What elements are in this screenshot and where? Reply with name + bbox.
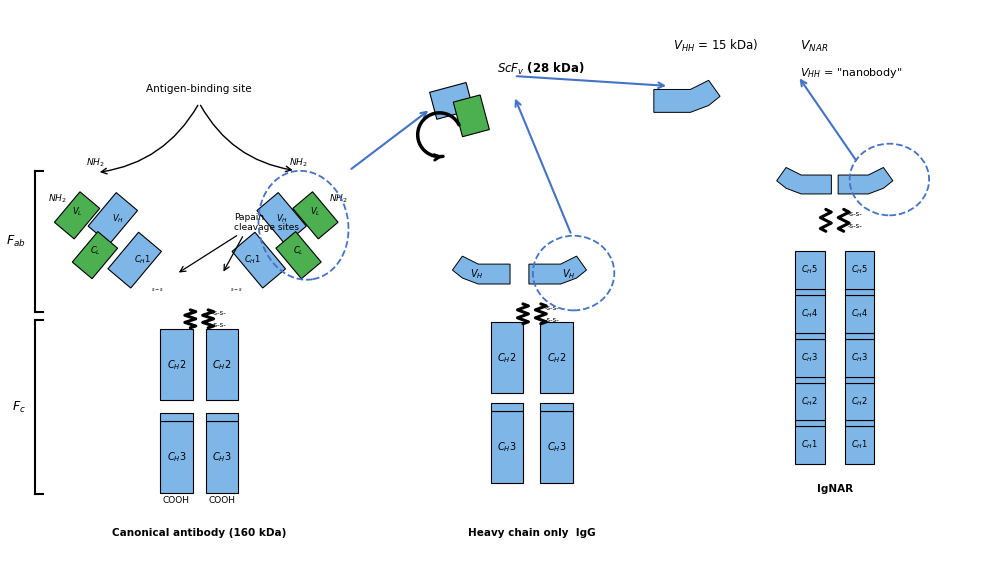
Text: $V_H$: $V_H$: [562, 267, 575, 281]
Text: $C_H$2: $C_H$2: [497, 351, 517, 365]
Bar: [293, 192, 338, 239]
Text: Canonical antibody (160 kDa): Canonical antibody (160 kDa): [112, 528, 286, 538]
Bar: [54, 192, 100, 239]
Text: $V_L$: $V_L$: [72, 205, 82, 218]
Bar: [491, 322, 523, 393]
Bar: [845, 420, 874, 426]
Text: $C_H$3: $C_H$3: [547, 440, 567, 454]
Text: $C_H$1: $C_H$1: [851, 439, 868, 451]
Text: -s-s-: -s-s-: [212, 322, 227, 328]
Text: $V_L$: $V_L$: [310, 205, 321, 218]
Text: -s-s-: -s-s-: [545, 305, 560, 311]
Text: $C_H$4: $C_H$4: [851, 308, 868, 320]
Text: $V_H$: $V_H$: [112, 212, 124, 225]
Bar: [430, 83, 473, 119]
Text: $V_{HH}$ = "nanobody": $V_{HH}$ = "nanobody": [800, 66, 903, 80]
Bar: [206, 421, 238, 493]
Text: $C_H$2: $C_H$2: [851, 395, 868, 408]
Bar: [160, 421, 193, 493]
Bar: [540, 404, 573, 412]
Bar: [491, 412, 523, 483]
Text: $C_L$: $C_L$: [293, 245, 304, 258]
Polygon shape: [777, 168, 831, 194]
Bar: [232, 232, 286, 288]
Text: $C_H$2: $C_H$2: [801, 395, 818, 408]
Text: $C_H$2: $C_H$2: [547, 351, 566, 365]
Bar: [795, 295, 825, 333]
Text: $V_H$: $V_H$: [470, 267, 484, 281]
Text: COOH: COOH: [209, 496, 236, 506]
Text: Papain
cleavage sites: Papain cleavage sites: [234, 213, 299, 232]
Text: $NH_2$: $NH_2$: [86, 156, 104, 169]
Bar: [276, 231, 321, 279]
Bar: [160, 329, 193, 401]
Text: $V_{NAR}$: $V_{NAR}$: [800, 39, 828, 54]
Bar: [845, 426, 874, 464]
Text: $C_H$1: $C_H$1: [801, 439, 818, 451]
Text: $V_H$: $V_H$: [276, 212, 288, 225]
Text: COOH: COOH: [163, 496, 190, 506]
Text: $V_{HH}$ = 15 kDa): $V_{HH}$ = 15 kDa): [673, 38, 758, 54]
Polygon shape: [654, 80, 720, 112]
Bar: [795, 382, 825, 420]
Polygon shape: [529, 256, 587, 284]
Bar: [845, 333, 874, 339]
Text: $NH_2$: $NH_2$: [48, 192, 67, 205]
Bar: [72, 231, 118, 279]
Text: $C_H$5: $C_H$5: [801, 264, 818, 276]
Bar: [206, 329, 238, 401]
Bar: [108, 232, 161, 288]
Bar: [491, 404, 523, 412]
Text: Antigen-binding site: Antigen-binding site: [146, 84, 252, 94]
Bar: [845, 377, 874, 382]
Bar: [257, 193, 306, 244]
Bar: [795, 333, 825, 339]
Text: $C_H$2: $C_H$2: [167, 358, 186, 372]
Polygon shape: [452, 256, 510, 284]
Text: -s-s-: -s-s-: [212, 310, 227, 316]
Bar: [845, 295, 874, 333]
Text: $C_H$3: $C_H$3: [801, 351, 819, 364]
Text: $C_H$3: $C_H$3: [851, 351, 868, 364]
Text: $NH_2$: $NH_2$: [289, 156, 308, 169]
Text: $ScF_v$ (28 kDa): $ScF_v$ (28 kDa): [497, 61, 585, 77]
Bar: [845, 382, 874, 420]
Text: $C_H$2: $C_H$2: [212, 358, 232, 372]
Text: -s-s-: -s-s-: [545, 317, 560, 323]
Bar: [453, 95, 489, 137]
Text: $C_H$3: $C_H$3: [497, 440, 517, 454]
Bar: [795, 339, 825, 377]
Text: $NH_2$: $NH_2$: [329, 192, 348, 205]
Text: $C_H$1: $C_H$1: [244, 254, 261, 266]
Bar: [795, 251, 825, 289]
Bar: [845, 289, 874, 295]
Bar: [540, 412, 573, 483]
Bar: [795, 289, 825, 295]
Bar: [795, 426, 825, 464]
Text: -s-s-: -s-s-: [848, 223, 862, 229]
Bar: [88, 193, 138, 244]
Text: $C_H$4: $C_H$4: [801, 308, 819, 320]
Bar: [795, 420, 825, 426]
Text: $C_H$3: $C_H$3: [212, 450, 232, 464]
Text: $C_H$3: $C_H$3: [167, 450, 186, 464]
Bar: [206, 413, 238, 421]
Text: $C_H$5: $C_H$5: [851, 264, 868, 276]
Bar: [845, 339, 874, 377]
Polygon shape: [838, 168, 893, 194]
Text: $_{s-s}$: $_{s-s}$: [151, 286, 164, 294]
Text: IgNAR: IgNAR: [817, 484, 853, 494]
Text: $C_L$: $C_L$: [90, 245, 100, 258]
Text: $F_c$: $F_c$: [12, 400, 25, 415]
Bar: [845, 251, 874, 289]
Text: $F_{ab}$: $F_{ab}$: [6, 234, 25, 249]
Bar: [795, 377, 825, 382]
Text: -s-s-: -s-s-: [848, 211, 862, 217]
Text: $_{s-s}$: $_{s-s}$: [230, 286, 243, 294]
Bar: [540, 322, 573, 393]
Text: $C_H$1: $C_H$1: [134, 254, 151, 266]
Bar: [160, 413, 193, 421]
Text: Heavy chain only  IgG: Heavy chain only IgG: [468, 528, 596, 538]
